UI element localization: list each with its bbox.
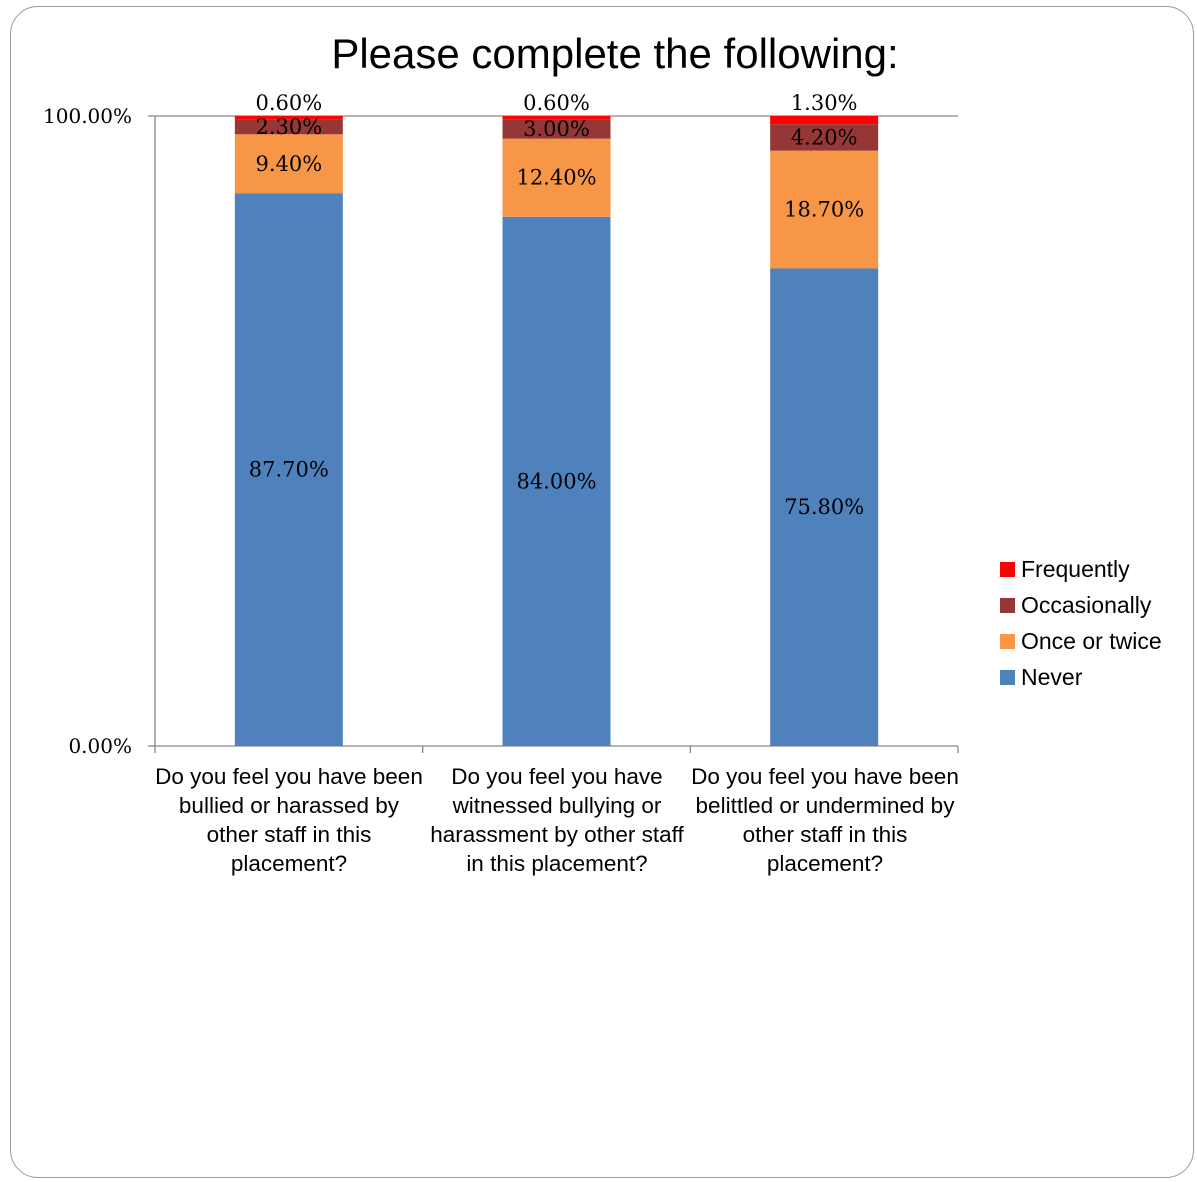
data-label-never-1: 87.70% xyxy=(249,458,329,482)
data-label-occasionally-1: 2.30% xyxy=(255,115,322,139)
legend-label: Occasionally xyxy=(1021,591,1152,618)
data-label-occasionally-2: 3.00% xyxy=(523,117,590,141)
bars: 87.70%9.40%2.30%0.60%84.00%12.40%3.00%0.… xyxy=(234,91,879,747)
legend-item-occasionally: Occasionally xyxy=(1000,588,1162,622)
bar-once-or-twice-1 xyxy=(234,134,343,194)
bar-occasionally-3 xyxy=(770,124,879,151)
bar-frequently-3 xyxy=(770,116,879,125)
data-label-once-or-twice-3: 18.70% xyxy=(784,198,864,222)
bar-frequently-1 xyxy=(234,116,343,120)
legend: Frequently Occasionally Once or twice Never xyxy=(1000,552,1162,696)
bar-never-2 xyxy=(502,216,611,747)
legend-label: Once or twice xyxy=(1021,627,1162,654)
bar-occasionally-1 xyxy=(234,119,343,135)
data-label-never-2: 84.00% xyxy=(516,469,596,493)
legend-item-once-or-twice: Once or twice xyxy=(1000,624,1162,658)
bar-once-or-twice-3 xyxy=(770,150,879,269)
data-label-never-3: 75.80% xyxy=(784,495,864,519)
category-label-2: Do you feel you have witnessed bullying … xyxy=(430,764,684,876)
legend-swatch xyxy=(1000,597,1015,613)
bar-frequently-2 xyxy=(502,116,611,120)
bar-once-or-twice-2 xyxy=(502,138,611,217)
y-tick-label-top: 100.00% xyxy=(43,104,132,128)
legend-swatch xyxy=(1000,561,1015,577)
legend-swatch xyxy=(1000,633,1015,649)
legend-label: Never xyxy=(1021,663,1083,690)
x-ticks xyxy=(154,746,959,753)
data-label-occasionally-3: 4.20% xyxy=(791,125,858,149)
data-label-once-or-twice-2: 12.40% xyxy=(516,166,596,190)
bar-never-1 xyxy=(234,193,343,747)
legend-item-frequently: Frequently xyxy=(1000,552,1162,586)
data-label-once-or-twice-1: 9.40% xyxy=(255,152,322,176)
category-label-3: Do you feel you have been belittled or u… xyxy=(691,764,959,876)
bar-occasionally-2 xyxy=(502,119,611,139)
data-label-frequently-1: 0.60% xyxy=(255,91,322,115)
legend-swatch xyxy=(1000,669,1015,685)
data-label-frequently-2: 0.60% xyxy=(523,91,590,115)
legend-item-never: Never xyxy=(1000,660,1162,694)
data-label-frequently-3: 1.30% xyxy=(791,91,858,115)
chart-title: Please complete the following: xyxy=(331,30,899,77)
y-tick-label-bottom: 0.00% xyxy=(68,734,132,758)
bar-never-3 xyxy=(770,268,879,746)
legend-label: Frequently xyxy=(1021,555,1130,582)
category-label-1: Do you feel you have been bullied or har… xyxy=(155,764,423,876)
